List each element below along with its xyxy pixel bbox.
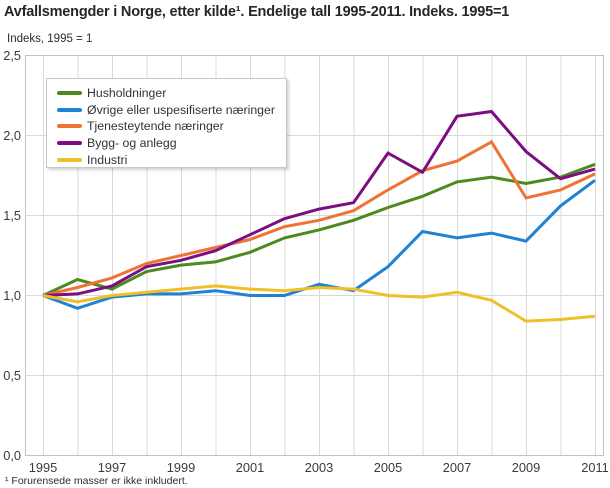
y-tick-label: 0,0 [3,448,21,463]
series-line-industri [42,284,596,323]
legend-item-tjenesteytende-naeringer: Tjenesteytende næringer [57,118,282,135]
legend-label: Husholdninger [87,86,167,101]
plot-frame [25,55,604,456]
y-axis-unit-label: Indeks, 1995 = 1 [7,33,93,45]
legend-item-husholdninger: Husholdninger [57,85,282,102]
series-line-bygg-og-anlegg [42,109,596,297]
legend-swatch-bygg-og-anlegg [57,141,82,146]
legend-item-ovrige-uspesifiserte-naeringer: Øvrige eller uspesifiserte næringer [57,102,282,119]
legend-label: Øvrige eller uspesifiserte næringer [87,102,275,117]
y-tick-label: 1,0 [3,288,21,303]
legend-label: Tjenesteytende næringer [87,119,224,134]
chart-title: Avfallsmengder i Norge, etter kilde¹. En… [4,4,510,20]
y-tick-label: 2,5 [3,48,21,63]
series-line-ovrige-uspesifiserte-naeringer [42,179,596,310]
legend-swatch-tjenesteytende-naeringer [57,124,82,129]
x-tick-label: 2011 [581,460,609,475]
legend-swatch-ovrige-uspesifiserte-naeringer [57,107,82,112]
legend-label: Industri [87,152,128,167]
x-tick-label: 1997 [98,460,126,475]
y-tick-label: 1,5 [3,208,21,223]
series-line-husholdninger [42,162,596,297]
x-tick-label: 2009 [512,460,540,475]
x-tick-label: 2005 [374,460,402,475]
x-tick-label: 2007 [443,460,471,475]
footnote: ¹ Forurensede masser er ikke inkludert. [5,475,188,487]
x-tick-label: 2003 [305,460,333,475]
legend-item-industri: Industri [57,151,282,168]
x-tick-label: 2001 [236,460,264,475]
legend-swatch-industri [57,157,82,162]
legend: Husholdninger Øvrige eller uspesifiserte … [46,78,287,168]
x-tick-label: 1999 [167,460,195,475]
legend-item-bygg-og-anlegg: Bygg- og anlegg [57,135,282,152]
y-tick-label: 0,5 [3,368,21,383]
y-tick-label: 2,0 [3,128,21,143]
series-line-tjenesteytende-naeringer [42,139,596,297]
legend-label: Bygg- og anlegg [87,136,177,151]
x-tick-label: 1995 [29,460,57,475]
legend-swatch-husholdninger [57,91,82,96]
